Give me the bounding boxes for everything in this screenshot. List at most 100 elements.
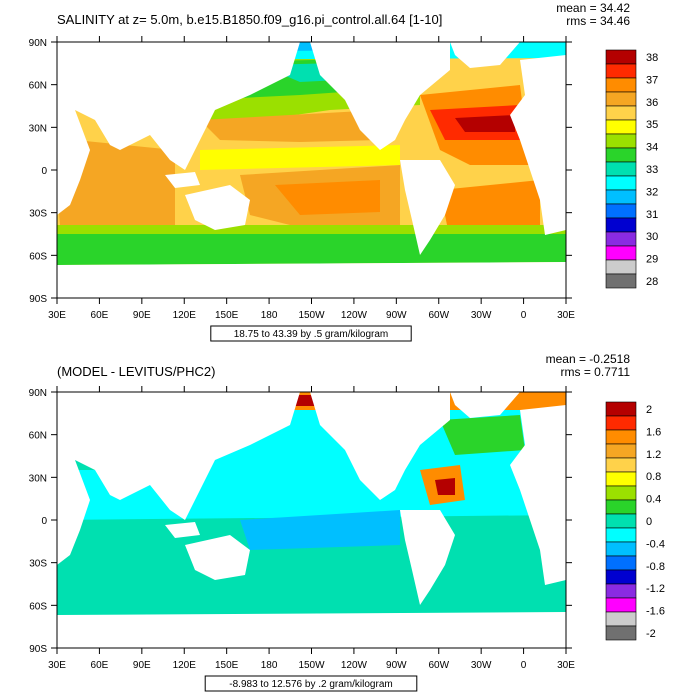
colorbar-label: 0 [646,516,652,528]
mean-label: mean = 34.42 [556,1,630,15]
lon-tick-label: 180 [261,310,278,321]
colorbar-label: -0.4 [646,538,665,550]
lat-tick-label: 60S [29,601,47,612]
colorbar-segment [605,401,637,417]
colorbar-segment [605,583,637,599]
colorbar-label: 0.8 [646,471,661,483]
colorbar-label: 29 [646,254,658,266]
colorbar-segment [605,625,637,641]
colorbar-segment [605,429,637,445]
colorbar-label: 0.4 [646,494,661,506]
lon-tick-label: 90W [386,310,407,321]
colorbar-segment [605,77,637,93]
colorbar-label: 38 [646,52,658,64]
colorbar-segment [605,443,637,459]
lat-tick-label: 90S [29,294,47,305]
colorbar-segment [605,203,637,219]
lat-tick-label: 90N [29,388,47,399]
colorbar-label: 1.2 [646,449,661,461]
colorbar-segment [605,259,637,275]
colorbar-segment [605,231,637,247]
lat-tick-label: 60S [29,251,47,262]
lon-tick-label: 120E [173,660,197,671]
colorbar-segment [605,527,637,543]
colorbar-label: 34 [646,142,658,154]
colorbar-segment [605,471,637,487]
colorbar-label: 31 [646,209,658,221]
lat-tick-label: 30S [29,209,47,220]
lon-tick-label: 30E [48,310,66,321]
range-label-box [210,325,412,342]
lon-tick-label: 30E [48,660,66,671]
colorbar-segment [605,119,637,135]
colorbar-label: 2 [646,404,652,416]
colorbar-segment [605,541,637,557]
lon-tick-label: 30W [471,660,492,671]
lat-tick-label: 0 [41,516,47,527]
colorbar-label: -2 [646,628,656,640]
colorbar-segment [605,513,637,529]
colorbar-segment [605,91,637,107]
colorbar-segment [605,485,637,501]
colorbar-segment [605,415,637,431]
indian-ocean-region [57,140,175,225]
colorbar-segment [605,611,637,627]
colorbar-segment [605,161,637,177]
colorbar-label: 33 [646,164,658,176]
colorbar-segment [605,273,637,289]
lon-tick-label: 180 [261,660,278,671]
lon-tick-label: 120E [173,310,197,321]
north-pacific-subtropics [200,110,380,142]
colorbar-segment [605,63,637,79]
colorbar-label: 28 [646,276,658,288]
chart-title: (MODEL - LEVITUS/PHC2) [57,364,215,379]
lon-tick-label: 90E [133,310,151,321]
colorbar-segment [605,175,637,191]
colorbar-label: 1.6 [646,426,661,438]
rms-label: rms = 0.7711 [561,365,631,379]
colorbar-segment [605,245,637,261]
lon-tick-label: 30E [557,660,575,671]
colorbar-segment [605,597,637,613]
colorbar-segment [605,105,637,121]
colorbar-segment [605,189,637,205]
lon-tick-label: 60W [428,660,449,671]
lon-tick-label: 150E [215,660,239,671]
range-label: -8.983 to 12.576 by .2 gram/kilogram [229,679,392,690]
lon-tick-label: 30W [471,310,492,321]
lon-tick-label: 150W [298,310,325,321]
lon-tick-label: 30E [557,310,575,321]
colorbar-segment [605,555,637,571]
colorbar-segment [605,569,637,585]
colorbar-label: 30 [646,231,658,243]
colorbar-label: 36 [646,97,658,109]
difference-map-panel [56,391,567,649]
lat-tick-label: 60N [29,431,47,442]
lat-tick-label: 30N [29,473,47,484]
rms-label: rms = 34.46 [566,14,630,28]
lat-tick-label: 90S [29,644,47,655]
colorbar-label: -0.8 [646,561,665,573]
colorbar-segment [605,499,637,515]
colorbar-segment [605,147,637,163]
lat-tick-label: 30S [29,559,47,570]
colorbar-label: -1.2 [646,583,665,595]
colorbar-label: 37 [646,74,658,86]
colorbar-segment [605,49,637,65]
lon-tick-label: 60W [428,310,449,321]
lon-tick-label: 0 [521,660,527,671]
lon-tick-label: 90W [386,660,407,671]
mean-label: mean = -0.2518 [546,352,631,366]
lon-tick-label: 60E [91,310,109,321]
colorbar-label: -1.6 [646,606,665,618]
lat-tick-label: 90N [29,38,47,49]
chart-title: SALINITY at z= 5.0m, b.e15.B1850.f09_g16… [57,12,442,27]
salinity-map-panel [56,41,567,299]
colorbar-segment [605,457,637,473]
colorbar-label: 32 [646,186,658,198]
colorbar-label: 35 [646,119,658,131]
colorbar-segment [605,133,637,149]
southern-ocean-region [57,230,566,265]
lon-tick-label: 0 [521,310,527,321]
